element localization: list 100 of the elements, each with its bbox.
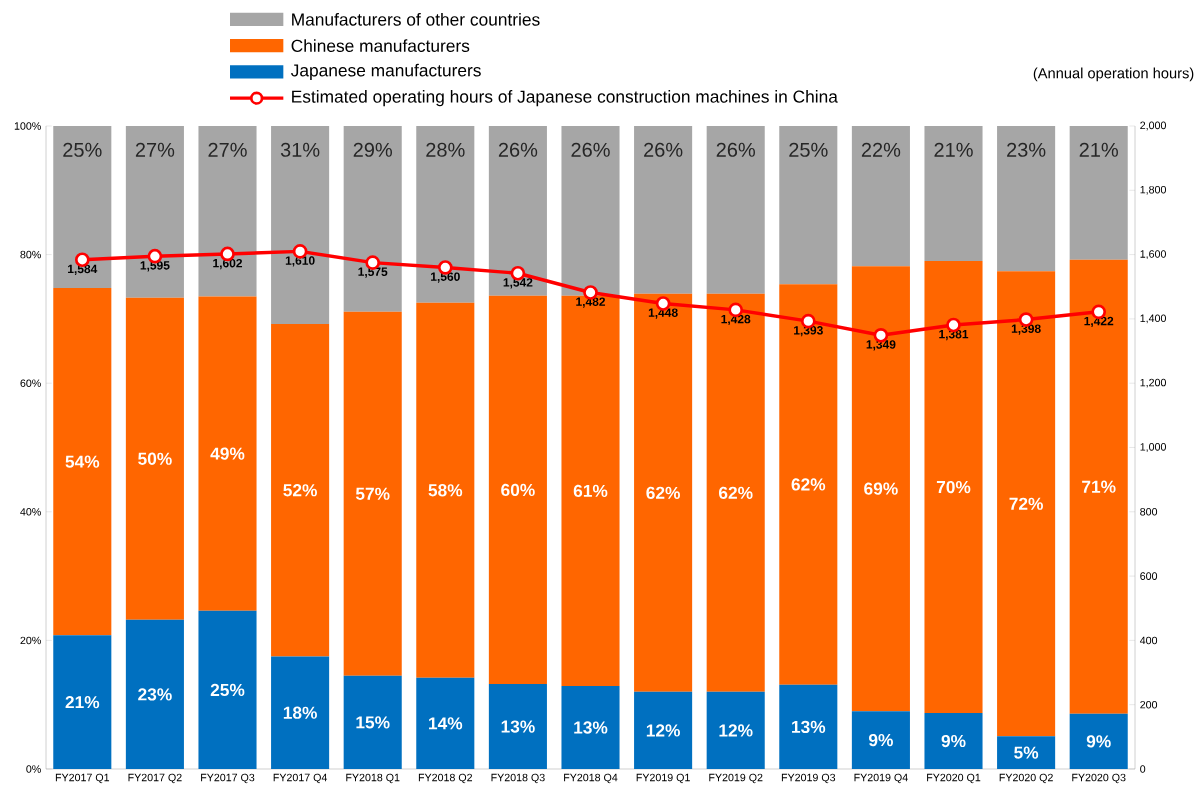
bar: [488, 126, 547, 296]
y2-tick-label: 1,400: [1140, 314, 1166, 324]
y2-tick-label: 1,200: [1140, 378, 1166, 388]
data-label: 1,482: [576, 297, 606, 308]
data-label: 61%: [573, 484, 608, 498]
data-label: 1,448: [648, 308, 678, 319]
bar: [706, 293, 765, 692]
bar: [488, 295, 547, 685]
data-label: 62%: [646, 486, 680, 499]
y-tick-label: 20%: [20, 636, 41, 645]
data-label: 21%: [934, 142, 973, 157]
data-label: 21%: [1079, 142, 1118, 157]
bar: [125, 619, 184, 769]
bar: [416, 302, 475, 678]
data-label: 1,422: [1084, 316, 1114, 327]
data-label: 23%: [138, 688, 172, 701]
bar: [779, 284, 838, 685]
data-label: 62%: [791, 478, 826, 491]
y2-tick-label: 1,000: [1140, 443, 1166, 452]
bar: [634, 691, 693, 769]
data-label: 28%: [426, 142, 465, 157]
bar: [924, 126, 983, 262]
bar: [924, 261, 983, 714]
y2-tick-label: 800: [1140, 508, 1158, 516]
bar: [125, 297, 184, 620]
bar: [271, 656, 330, 769]
bar: [271, 126, 330, 325]
bar: [561, 126, 620, 296]
x-tick-label: FY2017 Q1: [55, 773, 110, 784]
x-tick-label: FY2017 Q2: [128, 773, 182, 784]
data-label: 13%: [574, 721, 608, 734]
bar: [634, 293, 693, 692]
bar: [416, 126, 475, 303]
data-label: 12%: [646, 724, 680, 737]
data-label: 31%: [280, 142, 320, 157]
data-label: 23%: [1007, 142, 1046, 157]
y-tick-label: 100%: [14, 122, 41, 130]
y2-tick-label: 1,800: [1140, 185, 1166, 195]
data-label: 27%: [135, 142, 175, 157]
data-label: 1,584: [68, 264, 98, 275]
y2-tick-label: 0: [1140, 765, 1146, 773]
bar: [125, 126, 184, 298]
x-tick-label: FY2018 Q2: [418, 773, 473, 784]
bar: [343, 311, 402, 676]
x-tick-label: FY2020 Q3: [1072, 773, 1126, 784]
data-label: 57%: [355, 487, 390, 500]
data-label: 5%: [1014, 746, 1039, 759]
data-label: 9%: [1086, 735, 1111, 748]
bar: [488, 684, 547, 769]
bar: [779, 126, 838, 285]
bar: [1069, 713, 1128, 769]
x-tick-label: FY2020 Q2: [999, 773, 1053, 784]
x-tick-label: FY2019 Q4: [854, 773, 908, 784]
data-label: 69%: [864, 482, 898, 495]
y-tick-label: 40%: [20, 508, 41, 516]
y2-tick-label: 600: [1140, 572, 1158, 580]
data-label: 27%: [208, 142, 247, 157]
x-tick-label: FY2017 Q4: [273, 773, 328, 784]
x-tick-label: FY2018 Q1: [346, 773, 400, 784]
x-tick-label: FY2017 Q3: [201, 773, 255, 784]
legend-label: Manufacturers of other countries: [292, 12, 540, 26]
bar: [851, 126, 910, 267]
legend-label: Estimated operating hours of Japanese construction machines in China: [292, 90, 838, 107]
data-label: 25%: [63, 142, 102, 157]
y2-tick-label: 200: [1140, 700, 1158, 709]
data-label: 52%: [283, 484, 317, 497]
data-label: 18%: [283, 706, 317, 719]
data-label: 21%: [65, 696, 100, 709]
bar: [561, 295, 620, 687]
y2-axis-title: (Annual operation hours): [1033, 67, 1194, 82]
bar: [997, 271, 1056, 737]
bar: [706, 126, 765, 294]
data-label: 1,398: [1011, 324, 1041, 335]
data-label: 29%: [353, 142, 392, 157]
bar: [561, 686, 620, 769]
bar: [779, 684, 838, 769]
data-label: 22%: [861, 142, 901, 157]
data-label: 13%: [792, 720, 826, 734]
bar: [706, 691, 765, 769]
data-label: 26%: [571, 142, 610, 157]
data-label: 54%: [65, 455, 100, 468]
data-label: 70%: [936, 480, 971, 494]
bar: [198, 610, 257, 769]
data-label: 25%: [210, 683, 245, 697]
data-label: 1,428: [721, 314, 751, 326]
bar: [416, 677, 475, 769]
bar: [271, 324, 330, 657]
x-tick-label: FY2018 Q4: [564, 773, 618, 784]
x-tick-label: FY2019 Q3: [781, 773, 836, 784]
legend-label: Chinese manufacturers: [291, 39, 470, 52]
data-label: 49%: [210, 447, 245, 460]
bar: [198, 296, 257, 611]
data-label: 71%: [1082, 480, 1116, 493]
y2-tick-label: 2,000: [1140, 121, 1166, 131]
data-label: 14%: [429, 717, 463, 730]
y2-tick-label: 1,600: [1140, 250, 1166, 259]
data-label: 26%: [644, 142, 683, 157]
data-label: 72%: [1009, 497, 1043, 510]
x-tick-label: FY2020 Q1: [927, 773, 981, 784]
bar: [53, 635, 112, 769]
